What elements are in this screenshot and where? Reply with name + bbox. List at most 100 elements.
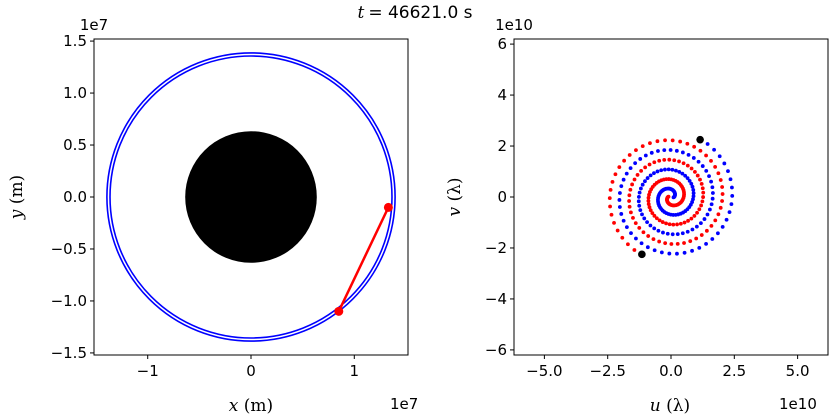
uv-point-blue xyxy=(682,250,687,255)
uv-point-red xyxy=(627,199,632,203)
uv-point-red xyxy=(608,188,613,192)
uv-point-red xyxy=(718,178,723,182)
uv-point-blue xyxy=(645,176,650,180)
uv-point-blue xyxy=(707,174,711,179)
uv-point-blue xyxy=(707,207,712,212)
uv-point-red xyxy=(646,195,651,200)
uv-point-blue xyxy=(652,226,657,231)
uv-point-blue xyxy=(674,148,679,153)
uv-point-blue xyxy=(691,188,696,192)
uv-point-red xyxy=(697,207,702,212)
uv-point-red xyxy=(630,182,635,187)
uv-point-blue xyxy=(704,169,709,173)
uv-point-red xyxy=(685,163,690,168)
uv-point-red xyxy=(670,138,675,143)
figure-title: t = 46621.0 s xyxy=(357,3,472,23)
uv-point-red xyxy=(634,148,638,152)
uv-point-blue xyxy=(637,190,642,195)
uv-point-red xyxy=(646,234,651,238)
uv-point-red xyxy=(652,213,657,218)
uv-point-blue xyxy=(690,200,694,204)
uv-x-tick-label: −2.5 xyxy=(589,362,625,380)
uv-point-blue xyxy=(643,179,647,184)
uv-x-exponent: 1e10 xyxy=(779,395,817,413)
uv-point-blue xyxy=(680,171,685,176)
uv-point-blue xyxy=(666,167,671,172)
uv-point-red xyxy=(627,153,632,157)
uv-point-red xyxy=(720,192,725,196)
uv-point-red xyxy=(698,148,703,153)
uv-point-red xyxy=(646,199,651,203)
uv-point-red xyxy=(682,241,686,245)
uv-point-red xyxy=(655,139,660,144)
uv-point-red xyxy=(628,187,633,192)
uv-point-red xyxy=(689,166,694,171)
uv-point-blue xyxy=(729,202,734,206)
uv-point-red xyxy=(701,195,705,199)
uv-point-red xyxy=(627,193,632,198)
uv-y-tick-label: −4 xyxy=(485,290,507,308)
uv-point-blue xyxy=(619,212,624,216)
uv-point-red xyxy=(700,199,705,204)
uv-point-blue xyxy=(645,220,649,225)
uv-point-red xyxy=(651,237,656,242)
uv-point-blue xyxy=(710,237,715,241)
uv-point-red xyxy=(681,161,686,166)
uv-point-red xyxy=(637,226,642,230)
satellite-point xyxy=(383,202,393,212)
uv-point-blue xyxy=(691,156,696,160)
uv-point-red xyxy=(675,222,679,227)
uv-point-blue xyxy=(677,170,682,174)
uv-point-blue xyxy=(665,231,670,236)
uv-point-red xyxy=(662,157,667,162)
uv-point-red xyxy=(657,239,662,244)
uv-point-red xyxy=(685,141,690,146)
uv-point-red xyxy=(667,157,672,162)
uv-point-red xyxy=(647,205,652,210)
uv-point-blue xyxy=(656,149,660,153)
uv-point-blue xyxy=(670,167,675,172)
uv-point-blue xyxy=(634,236,638,241)
uv-point-red xyxy=(693,169,697,174)
uv-point-blue xyxy=(709,202,714,207)
uv-point-blue xyxy=(700,164,705,168)
uv-point-blue xyxy=(637,195,641,199)
uv-point-blue xyxy=(618,191,622,195)
uv-point-red xyxy=(648,141,652,146)
uv-point-blue xyxy=(649,150,654,155)
uv-point-blue xyxy=(624,225,629,230)
uv-point-red xyxy=(713,164,718,169)
uv-coverage-plot: −5.0 −2.5 0.0 2.5 5.0 −6 −4 −2 0 2 4 6 1e10 1e10 u… xyxy=(445,16,829,416)
uv-point-red xyxy=(692,144,697,149)
uv-point-red xyxy=(613,172,618,177)
uv-point-red xyxy=(641,230,646,235)
uv-point-red xyxy=(617,165,622,170)
uv-point-red xyxy=(677,159,681,164)
uv-point-red xyxy=(688,239,693,244)
uv-point-red xyxy=(622,158,627,163)
uv-point-blue xyxy=(709,179,714,184)
uv-point-blue xyxy=(674,168,678,173)
uv-point-red xyxy=(716,212,721,217)
uv-point-blue xyxy=(724,217,729,222)
uv-point-blue xyxy=(675,251,679,256)
uv-point-blue xyxy=(697,245,702,250)
uv-point-blue xyxy=(710,185,715,190)
uv-point-red xyxy=(608,204,612,209)
uv-point-blue xyxy=(624,171,629,176)
orbit-y-tick-label: 1.5 xyxy=(63,32,87,50)
uv-y-tick-label: −2 xyxy=(485,239,507,257)
uv-point-blue xyxy=(712,147,716,152)
uv-point-red xyxy=(699,203,704,208)
uv-point-blue xyxy=(691,191,696,195)
uv-point-red xyxy=(671,222,676,227)
orbit-x-exponent: 1e7 xyxy=(390,395,418,413)
uv-point-blue xyxy=(617,205,622,209)
uv-point-blue xyxy=(704,242,708,246)
uv-point-blue xyxy=(690,227,695,232)
uv-point-blue xyxy=(689,181,694,186)
uv-point-blue xyxy=(652,248,657,253)
uv-y-tick-label: −6 xyxy=(485,341,507,359)
uv-point-red xyxy=(704,153,708,158)
uv-point-blue xyxy=(685,176,690,181)
